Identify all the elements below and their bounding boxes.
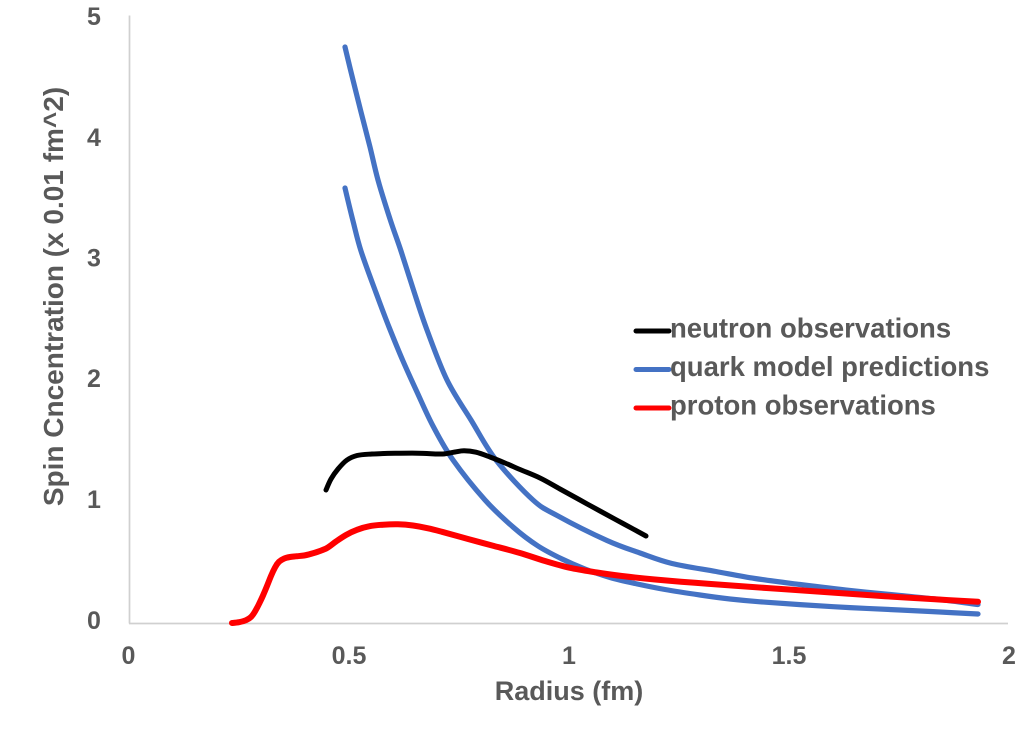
svg-text:2: 2 [1002,642,1016,670]
svg-text:5: 5 [87,3,101,31]
svg-text:1.5: 1.5 [772,642,807,670]
svg-text:neutron observations: neutron observations [670,313,951,344]
svg-text:0.5: 0.5 [332,642,367,670]
svg-text:1: 1 [87,486,101,514]
svg-text:3: 3 [87,245,101,273]
svg-text:0: 0 [87,607,101,635]
svg-text:1: 1 [562,642,576,670]
svg-text:proton observations: proton observations [670,390,936,421]
svg-text:4: 4 [87,124,101,152]
svg-text:Spin Cncentration (x 0.01 fm^2: Spin Cncentration (x 0.01 fm^2) [38,87,69,506]
svg-text:Radius (fm): Radius (fm) [495,676,644,706]
svg-text:2: 2 [87,365,101,393]
svg-text:0: 0 [122,642,136,670]
svg-text:quark model predictions: quark model predictions [670,351,989,382]
